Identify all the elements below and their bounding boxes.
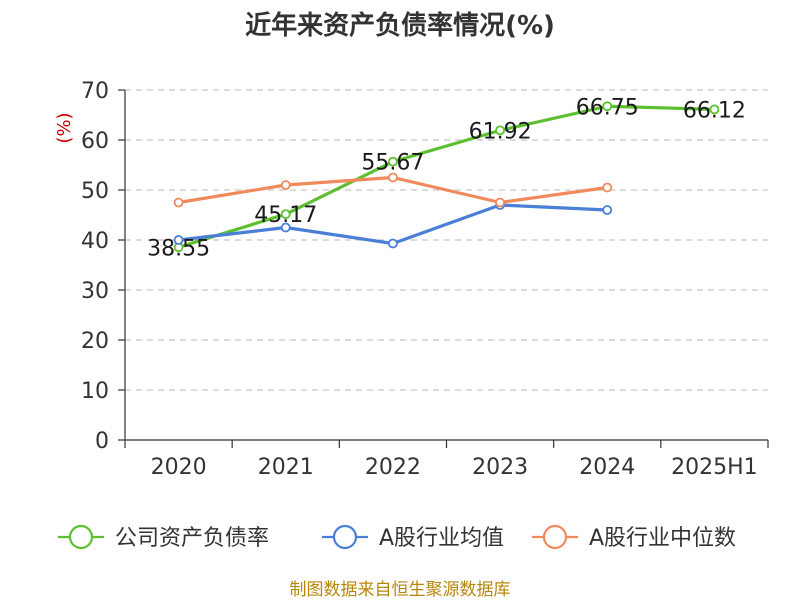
data-point [495, 125, 505, 136]
y-tick-label: 20 [81, 329, 109, 354]
data-labels: 38.55 45.17 55.67 61.92 66.75 66.12 [147, 95, 746, 261]
data-point [280, 222, 291, 233]
series [173, 101, 720, 253]
y-axis-label: (%) [54, 112, 75, 143]
data-label: 66.75 [576, 95, 639, 120]
legend-marker-2 [542, 524, 568, 550]
axes: 0 10 20 30 40 50 60 70 2020 2021 2022 2023 2024 2025H… [81, 79, 769, 480]
y-tick-label: 30 [81, 279, 109, 304]
data-point [173, 235, 184, 245]
y-tick-label: 60 [81, 129, 109, 154]
data-point [173, 197, 184, 208]
data-label: 61.92 [469, 119, 532, 144]
data-point [280, 209, 291, 220]
x-tick-label: 2023 [472, 455, 528, 480]
x-tick-label: 2024 [579, 455, 635, 480]
data-label: 38.55 [147, 236, 210, 261]
legend-marker-1 [332, 524, 358, 550]
data-point [388, 238, 398, 249]
legend-label-1: A股行业均值 [379, 526, 504, 551]
x-tick-label: 2021 [258, 455, 314, 480]
source-note: 制图数据来自恒生聚源数据库 [290, 580, 511, 600]
data-point [280, 180, 291, 190]
series-line-0 [176, 104, 717, 249]
data-point [388, 156, 398, 167]
y-tick-label: 10 [81, 379, 109, 404]
x-tick-label: 2020 [151, 455, 207, 480]
y-tick-label: 50 [81, 179, 109, 204]
series-line-1 [176, 203, 609, 246]
data-label: 66.12 [683, 98, 746, 123]
legend-label-2: A股行业中位数 [589, 526, 736, 551]
x-tick-label: 2025H1 [671, 455, 758, 480]
legend-marker-0 [68, 524, 94, 550]
data-point [602, 182, 613, 193]
y-tick-label: 0 [95, 429, 109, 454]
legend: 公司资产负债率 A股行业均值 A股行业中位数 [58, 524, 736, 551]
grid [125, 89, 768, 391]
x-tick-label: 2022 [365, 455, 421, 480]
data-point [495, 197, 505, 208]
data-point [709, 104, 720, 115]
data-point [602, 101, 613, 112]
data-point [388, 172, 398, 183]
legend-label-0: 公司资产负债率 [115, 526, 269, 551]
y-tick-label: 40 [81, 229, 109, 254]
data-label: 45.17 [254, 203, 317, 228]
data-point [602, 205, 613, 215]
chart-title: 近年来资产负债率情况(%) [245, 10, 555, 41]
y-tick-label: 70 [81, 79, 109, 104]
data-label: 55.67 [361, 151, 424, 176]
